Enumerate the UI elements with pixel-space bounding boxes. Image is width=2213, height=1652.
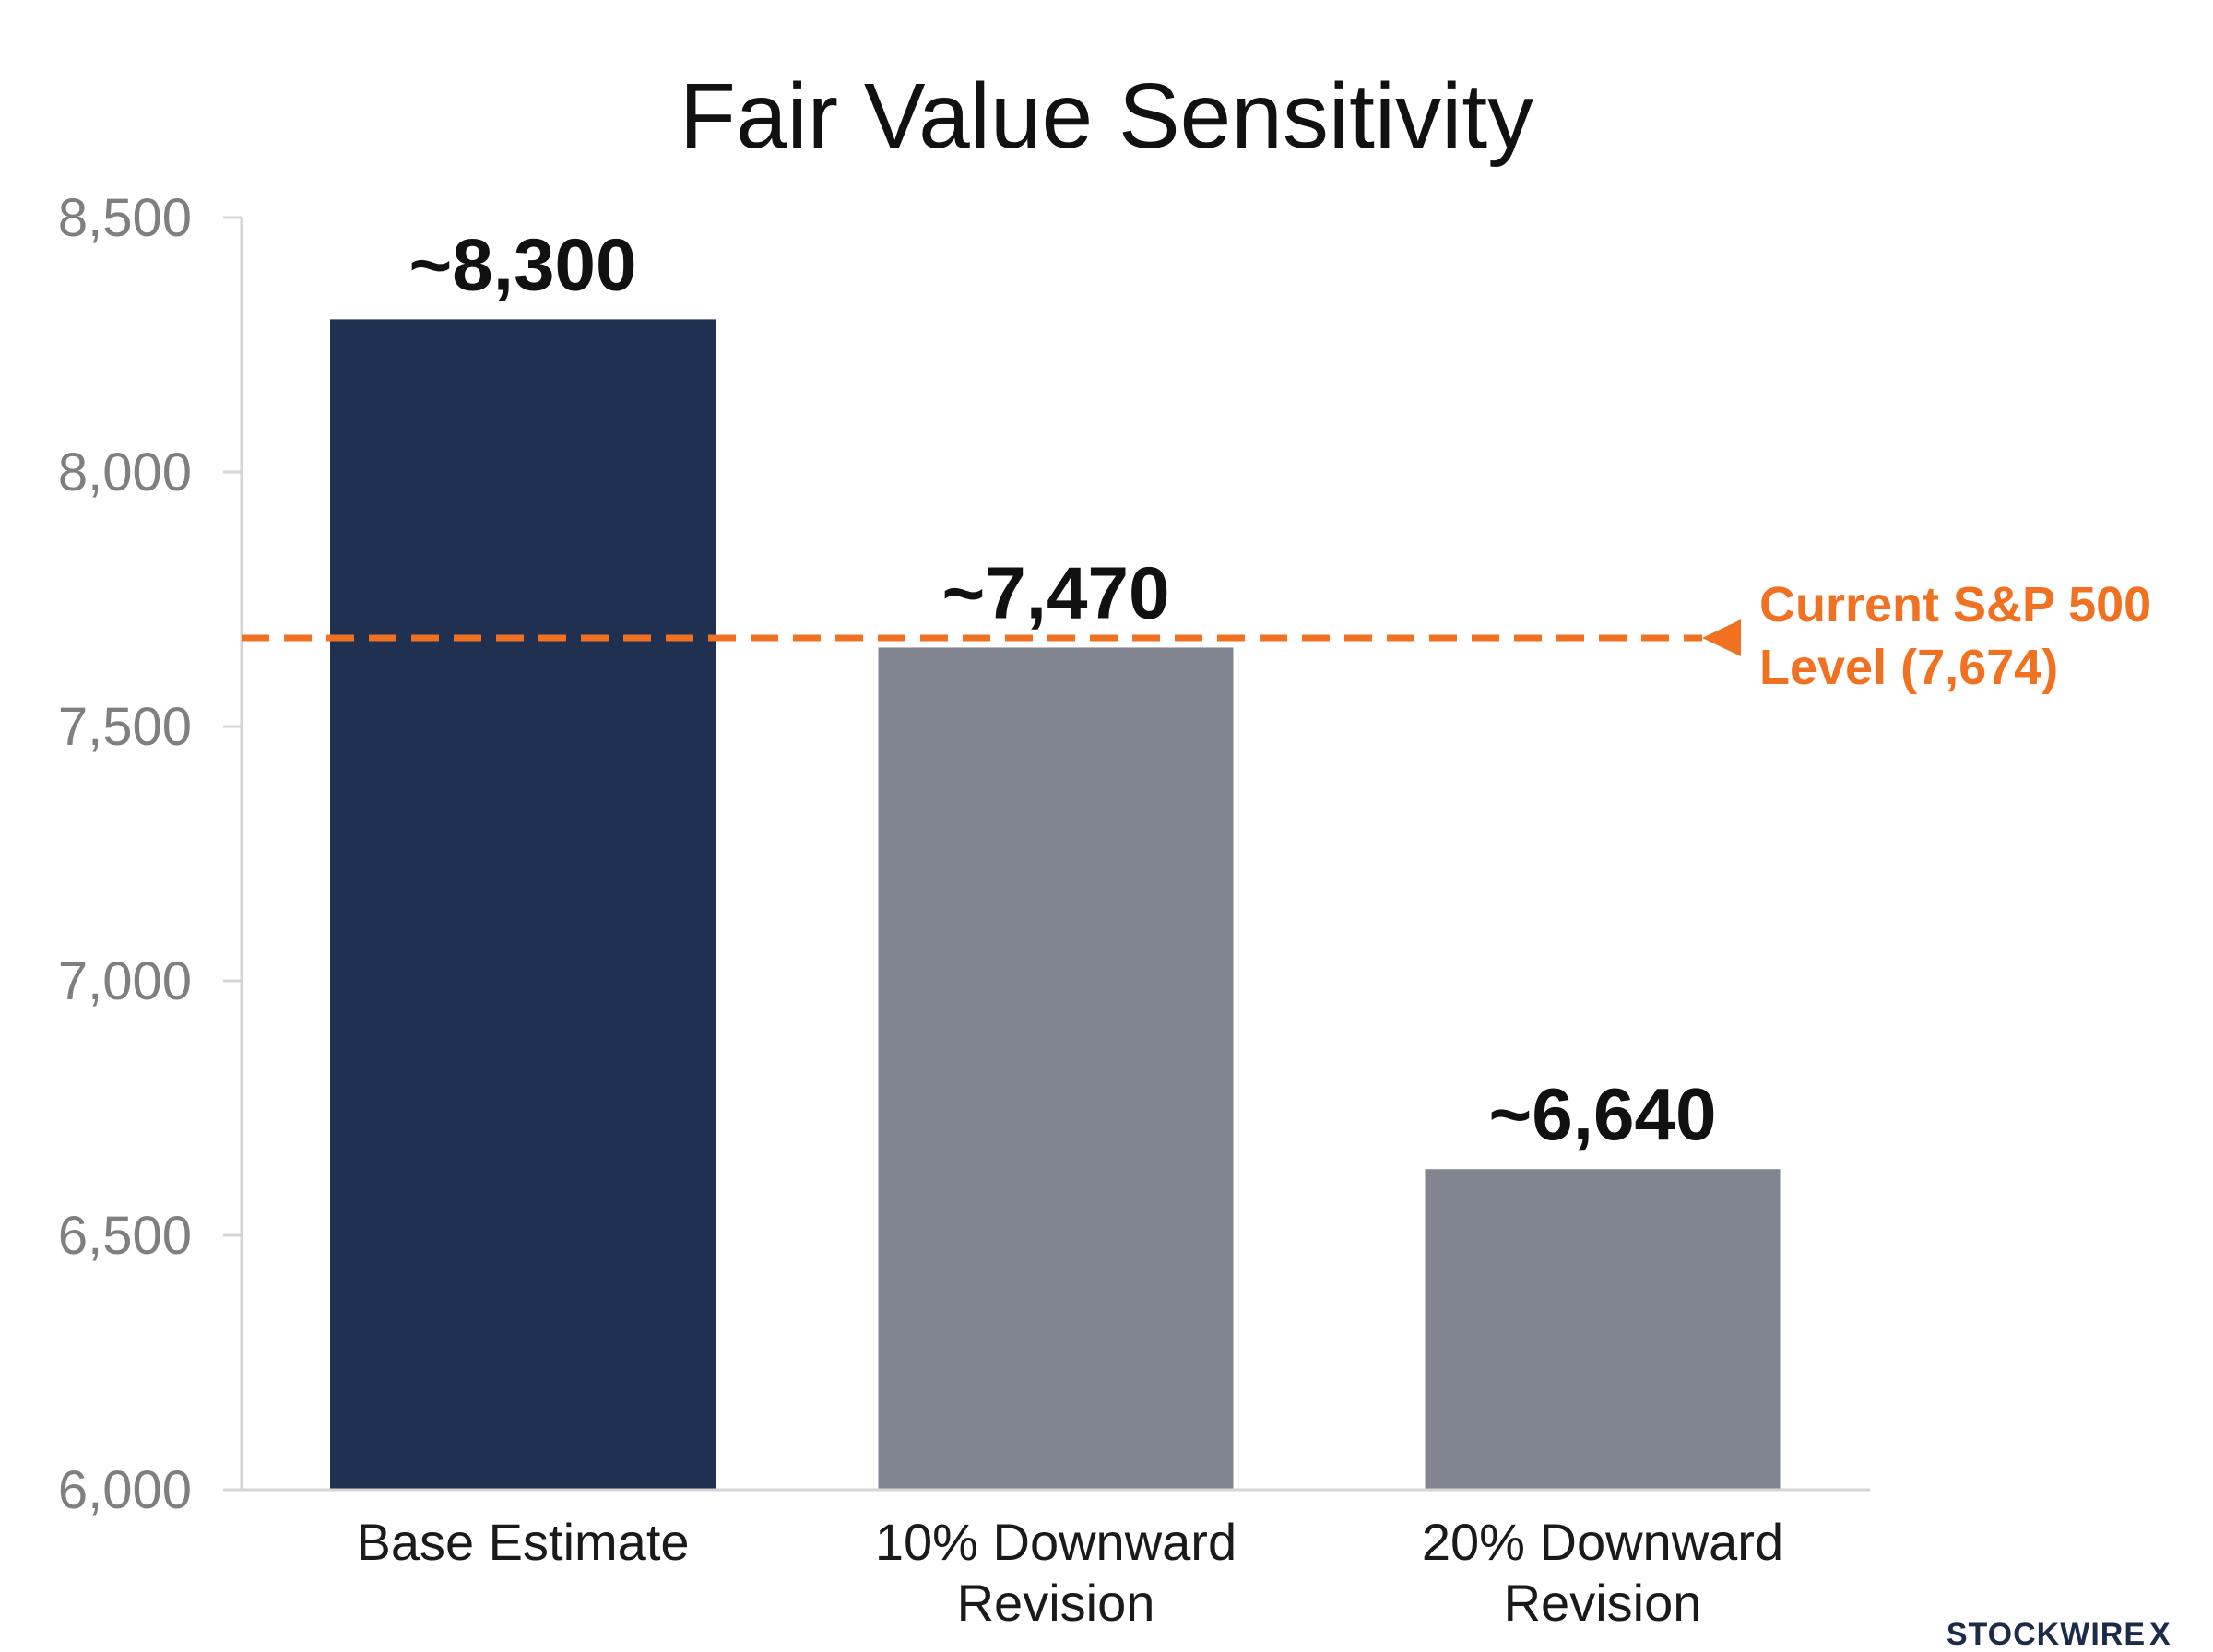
bar-value-label: ~7,470	[942, 551, 1170, 633]
brand-name: STOCKWIRE	[1947, 1617, 2146, 1652]
chart-title: Fair Value Sensitivity	[680, 65, 1533, 168]
x-category-label: Base Estimate	[356, 1513, 689, 1571]
y-tick-label: 7,500	[58, 697, 192, 757]
bar	[330, 319, 716, 1490]
reference-line-label: Current S&P 500	[1759, 577, 2151, 632]
bar-value-label: ~6,640	[1489, 1073, 1717, 1155]
y-tick-label: 7,000	[58, 951, 192, 1011]
bars: ~8,300 ~7,470 ~6,640	[330, 223, 1781, 1490]
reference-arrow-icon	[1702, 619, 1741, 656]
bar	[878, 647, 1234, 1490]
x-category-label: Revision	[957, 1574, 1155, 1632]
bar	[1425, 1169, 1781, 1490]
brand-mark: X	[2149, 1617, 2172, 1652]
bar-value-label: ~8,300	[409, 223, 637, 305]
y-tick-label: 8,500	[58, 188, 192, 248]
reference-line-group: Current S&P 500 Level (7,674)	[242, 577, 2151, 695]
y-tick-label: 6,500	[58, 1206, 192, 1266]
reference-line-label: Level (7,674)	[1759, 640, 2058, 695]
y-tick-label: 6,000	[58, 1460, 192, 1520]
y-tick-label: 8,000	[58, 442, 192, 502]
x-category-label: Revision	[1504, 1574, 1702, 1632]
x-category-label: 20% Downward	[1422, 1513, 1783, 1571]
x-category-label: 10% Downward	[875, 1513, 1237, 1571]
brand-logo: STOCKWIRE X	[1947, 1617, 2172, 1652]
y-axis: 6,000 6,500 7,000 7,500 8,000 8,500	[58, 188, 243, 1520]
